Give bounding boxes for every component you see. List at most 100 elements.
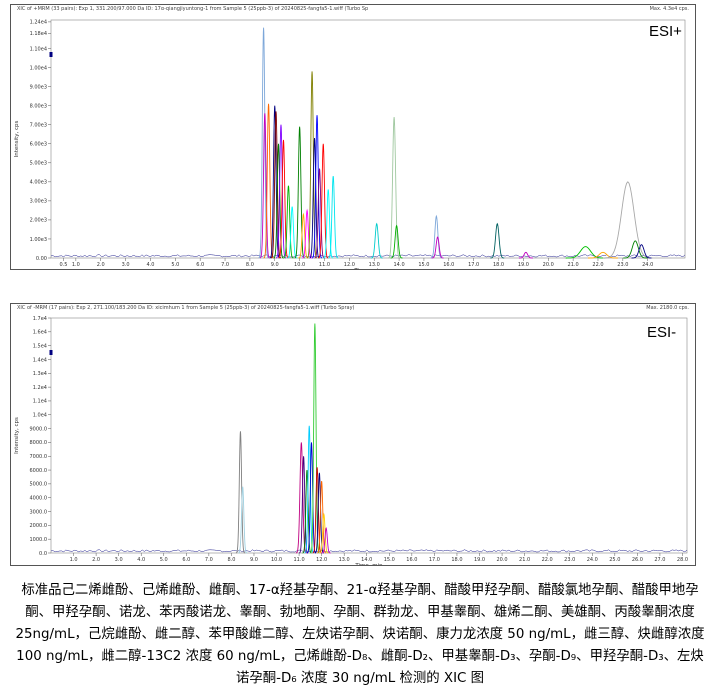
- chromatogram-peak: [278, 139, 289, 259]
- chromatogram-peak: [283, 185, 294, 259]
- y-tick-label: 0.00: [36, 256, 47, 262]
- y-tick-label: 1.24e4: [30, 20, 47, 26]
- x-tick-label: 22.0: [592, 262, 603, 268]
- chromatogram-peak: [304, 425, 314, 554]
- chromatogram-peak: [235, 431, 246, 554]
- chart-header-max: Max. 4.3e4 cps.: [649, 6, 689, 12]
- x-tick-label: 23.0: [617, 262, 628, 268]
- x-tick-label: 18.0: [493, 262, 504, 268]
- y-tick-label: 2000.0: [30, 523, 48, 529]
- y-tick-label: 5.00e3: [30, 161, 47, 167]
- chromatogram-peak: [321, 527, 331, 554]
- x-tick-label: 14.0: [394, 262, 405, 268]
- x-tick-label: 18.0: [451, 557, 462, 563]
- x-tick-label: 11.0: [319, 262, 330, 268]
- chromatogram-peak: [258, 27, 269, 259]
- chromatogram-peak: [299, 456, 309, 554]
- ionization-mode-label: ESI-: [647, 324, 677, 341]
- y-tick-label: 1.00e4: [30, 65, 47, 71]
- y-tick-label: 7.00e3: [30, 123, 47, 129]
- x-tick-label: 28.0: [677, 557, 688, 563]
- x-tick-label: 13.0: [339, 557, 350, 563]
- y-tick-label: 0.0: [39, 551, 47, 557]
- x-tick-label: 1.0: [70, 557, 78, 563]
- y-tick-label: 8000.0: [30, 440, 48, 446]
- chromatogram-peak: [317, 481, 327, 554]
- x-tick-label: 6.0: [182, 557, 190, 563]
- axis-marker: [49, 52, 53, 57]
- x-axis-label: Time, min: [353, 268, 382, 269]
- x-tick-label: 9.0: [271, 262, 279, 268]
- y-tick-label: 1.6e4: [33, 330, 47, 336]
- x-axis-label: Time, min: [354, 563, 383, 565]
- y-tick-label: 3.00e3: [30, 199, 47, 205]
- y-tick-label: 6000.0: [30, 468, 48, 474]
- x-tick-label: 24.0: [587, 557, 598, 563]
- plot-frame: [50, 317, 688, 554]
- chromatogram-peak: [302, 469, 312, 554]
- chromatogram-peak: [270, 111, 282, 259]
- x-tick-label: 7.0: [221, 262, 229, 268]
- y-tick-label: 1.00e3: [30, 237, 47, 243]
- x-tick-label: 26.0: [632, 557, 643, 563]
- y-axis-label: Intensity, cps: [14, 417, 20, 454]
- chromatogram-esi-positive: XIC of +MRM (33 pairs): Exp 1, 331.200/9…: [10, 4, 696, 270]
- chromatogram-peak: [287, 206, 298, 259]
- y-tick-label: 9000.0: [30, 426, 48, 432]
- chromatogram-peak: [319, 512, 329, 554]
- y-tick-label: 2.00e3: [30, 218, 47, 224]
- chromatogram-peak: [490, 222, 505, 259]
- chromatogram-peak: [588, 251, 618, 259]
- x-tick-label: 3.0: [115, 557, 123, 563]
- x-tick-label: 5.0: [171, 262, 179, 268]
- chromatogram-peak: [318, 143, 329, 259]
- chart-header-description: XIC of -MRM (17 pairs): Exp 2, 271.100/1…: [17, 305, 355, 311]
- x-tick-label: 20.0: [496, 557, 507, 563]
- chromatogram-peak: [370, 222, 383, 259]
- figure-caption: 标准品己二烯雌酚、己烯雌酚、雌酮、17-α羟基孕酮、21-α羟基孕酮、醋酸甲羟孕…: [15, 583, 705, 686]
- x-tick-label: 1.0: [72, 262, 80, 268]
- chromatogram-peak: [518, 251, 533, 259]
- chromatogram-peak: [602, 181, 653, 259]
- y-tick-label: 1.0e4: [33, 413, 47, 419]
- x-tick-label: 11.0: [294, 557, 305, 563]
- x-tick-label: 23.0: [564, 557, 575, 563]
- chart-header: XIC of -MRM (17 pairs): Exp 2, 271.100/1…: [17, 305, 689, 315]
- chromatogram-peak: [294, 126, 305, 259]
- x-tick-label: 15.0: [384, 557, 395, 563]
- y-tick-label: 1.1e4: [33, 399, 47, 405]
- x-tick-label: 12.0: [344, 262, 355, 268]
- chart-plot: 0.0 1000.0 2000.0 3000.0 4000.0 5000.0 6000.0 7…: [14, 316, 688, 565]
- x-tick-label: 16.0: [406, 557, 417, 563]
- chromatogram-peak: [631, 244, 652, 259]
- y-tick-label: 1.18e4: [30, 31, 47, 37]
- y-tick-label: 6.00e3: [30, 142, 47, 148]
- x-tick-label: 13.0: [369, 262, 380, 268]
- x-tick-label: 17.0: [468, 262, 479, 268]
- y-tick-label: 9.00e3: [30, 84, 47, 90]
- y-tick-label: 3000.0: [30, 509, 48, 515]
- x-tick-label: 6.0: [196, 262, 204, 268]
- baseline-trace: [50, 549, 688, 553]
- x-tick-label: 17.0: [429, 557, 440, 563]
- x-tick-label: 21.0: [568, 262, 579, 268]
- chromatogram-peak: [312, 467, 322, 554]
- x-tick-label: 10.0: [271, 557, 282, 563]
- chromatogram-peak: [390, 224, 403, 259]
- chromatogram-esi-negative: XIC of -MRM (17 pairs): Exp 2, 271.100/1…: [10, 303, 696, 566]
- x-tick-label: 16.0: [443, 262, 454, 268]
- x-tick-label: 9.0: [250, 557, 258, 563]
- x-tick-label: 4.0: [146, 262, 154, 268]
- y-tick-label: 1.10e4: [30, 46, 47, 52]
- x-tick-label: 2.0: [97, 262, 105, 268]
- x-tick-label: 14.0: [361, 557, 372, 563]
- y-tick-label: 1000.0: [30, 537, 48, 543]
- x-tick-label: 4.0: [137, 557, 145, 563]
- plot-frame: [50, 19, 686, 259]
- y-tick-label: 4000.0: [30, 496, 48, 502]
- x-tick-label: 19.0: [474, 557, 485, 563]
- chromatogram-peak: [323, 189, 334, 259]
- chart-plot: 0.00 1.00e3 2.00e3 3.00e3 4.00e3 5.00e3 6.00e3…: [14, 19, 686, 269]
- y-tick-label: 1.5e4: [33, 343, 47, 349]
- x-tick-label: 12.0: [316, 557, 327, 563]
